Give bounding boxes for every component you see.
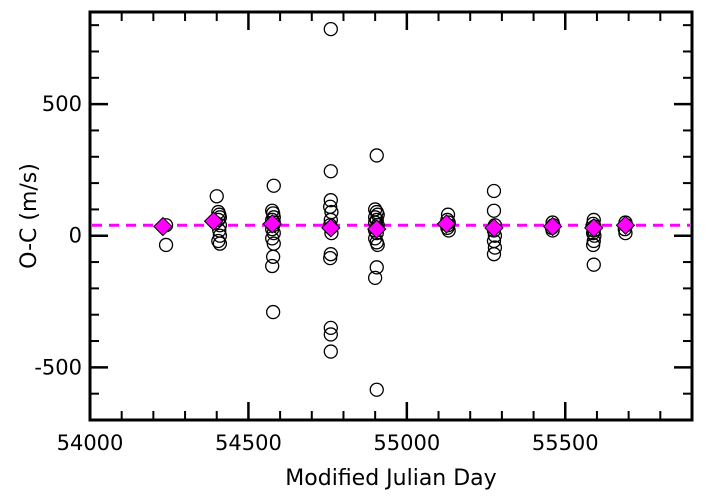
- mean-point: [542, 216, 563, 237]
- y-tick-label: 0: [69, 224, 82, 248]
- y-tick-label: -500: [34, 355, 82, 379]
- data-point: [369, 260, 384, 275]
- mean-point: [153, 216, 173, 237]
- data-point: [323, 320, 338, 336]
- data-point: [266, 178, 281, 193]
- x-tick-label: 54500: [215, 431, 282, 455]
- data-point: [323, 193, 338, 208]
- data-point: [369, 382, 384, 397]
- data-point: [265, 249, 281, 264]
- data-point: [368, 270, 383, 286]
- data-point: [323, 21, 338, 37]
- data-point: [370, 237, 385, 253]
- data-point: [265, 258, 280, 274]
- data-point: [586, 257, 601, 272]
- data-point: [323, 164, 338, 179]
- mean-point: [484, 218, 504, 238]
- mean-point: [615, 215, 636, 235]
- data-point: [585, 237, 601, 253]
- data-point: [323, 327, 338, 342]
- y-tick-label: 500: [42, 92, 82, 116]
- data-point: [158, 237, 174, 253]
- mean-point: [584, 218, 604, 238]
- data-point: [486, 183, 502, 199]
- y-axis-label: O-C (m/s): [17, 163, 42, 269]
- mean-point: [321, 218, 341, 238]
- mean-point: [436, 214, 457, 234]
- mean-point: [262, 214, 282, 234]
- data-point: [369, 148, 384, 163]
- data-point: [487, 240, 503, 255]
- data-point: [212, 228, 228, 243]
- x-axis-label: Modified Julian Day: [285, 466, 496, 491]
- data-point: [212, 236, 228, 251]
- data-point: [486, 203, 502, 218]
- data-point: [209, 189, 224, 204]
- mean-point: [367, 219, 387, 239]
- x-tick-label: 55500: [532, 431, 599, 455]
- data-point: [323, 344, 338, 359]
- data-point: [323, 250, 338, 266]
- x-tick-label: 54000: [57, 431, 124, 455]
- data-point: [486, 247, 502, 262]
- data-point: [265, 304, 281, 320]
- x-tick-label: 55000: [373, 431, 440, 455]
- mean-point: [203, 211, 224, 231]
- data-point: [211, 233, 226, 249]
- plot-frame: [88, 10, 694, 422]
